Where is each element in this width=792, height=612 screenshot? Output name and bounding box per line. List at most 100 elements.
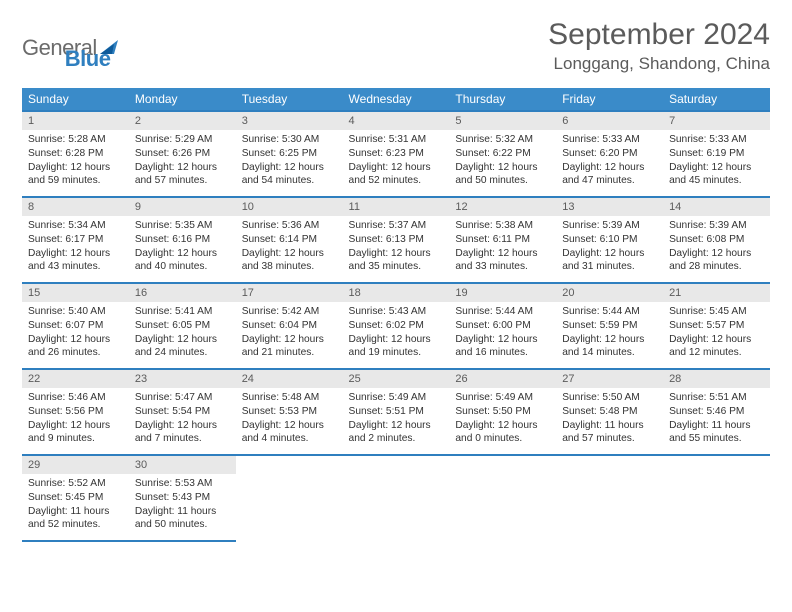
day-number: 3 [236,112,343,130]
sunset-text: Sunset: 5:51 PM [349,405,444,419]
sunset-text: Sunset: 5:57 PM [669,319,764,333]
sunrise-text: Sunrise: 5:50 AM [562,391,657,405]
day-details: Sunrise: 5:38 AMSunset: 6:11 PMDaylight:… [449,216,556,278]
sunrise-text: Sunrise: 5:48 AM [242,391,337,405]
daylight-text: Daylight: 12 hours and 19 minutes. [349,333,444,361]
calendar-day-cell [236,455,343,541]
sunset-text: Sunset: 6:26 PM [135,147,230,161]
calendar-day-cell: 20Sunrise: 5:44 AMSunset: 5:59 PMDayligh… [556,283,663,369]
sunrise-text: Sunrise: 5:51 AM [669,391,764,405]
sunset-text: Sunset: 5:48 PM [562,405,657,419]
day-details: Sunrise: 5:40 AMSunset: 6:07 PMDaylight:… [22,302,129,364]
day-number: 10 [236,198,343,216]
day-details: Sunrise: 5:30 AMSunset: 6:25 PMDaylight:… [236,130,343,192]
daylight-text: Daylight: 12 hours and 43 minutes. [28,247,123,275]
sunset-text: Sunset: 5:54 PM [135,405,230,419]
calendar-day-cell: 18Sunrise: 5:43 AMSunset: 6:02 PMDayligh… [343,283,450,369]
day-number: 27 [556,370,663,388]
sunset-text: Sunset: 6:07 PM [28,319,123,333]
sunset-text: Sunset: 5:59 PM [562,319,657,333]
day-number: 24 [236,370,343,388]
daylight-text: Daylight: 12 hours and 59 minutes. [28,161,123,189]
sunset-text: Sunset: 6:10 PM [562,233,657,247]
calendar-day-cell: 21Sunrise: 5:45 AMSunset: 5:57 PMDayligh… [663,283,770,369]
calendar-day-cell: 6Sunrise: 5:33 AMSunset: 6:20 PMDaylight… [556,111,663,197]
day-number: 11 [343,198,450,216]
calendar-body: 1Sunrise: 5:28 AMSunset: 6:28 PMDaylight… [22,111,770,541]
weekday-header: Monday [129,88,236,111]
calendar-day-cell: 16Sunrise: 5:41 AMSunset: 6:05 PMDayligh… [129,283,236,369]
day-details: Sunrise: 5:37 AMSunset: 6:13 PMDaylight:… [343,216,450,278]
sunset-text: Sunset: 6:02 PM [349,319,444,333]
calendar-week-row: 29Sunrise: 5:52 AMSunset: 5:45 PMDayligh… [22,455,770,541]
day-details: Sunrise: 5:51 AMSunset: 5:46 PMDaylight:… [663,388,770,450]
calendar-day-cell [556,455,663,541]
day-details: Sunrise: 5:49 AMSunset: 5:50 PMDaylight:… [449,388,556,450]
sunrise-text: Sunrise: 5:29 AM [135,133,230,147]
day-number: 19 [449,284,556,302]
daylight-text: Daylight: 12 hours and 54 minutes. [242,161,337,189]
day-number: 5 [449,112,556,130]
day-details: Sunrise: 5:31 AMSunset: 6:23 PMDaylight:… [343,130,450,192]
day-details: Sunrise: 5:36 AMSunset: 6:14 PMDaylight:… [236,216,343,278]
sunset-text: Sunset: 6:14 PM [242,233,337,247]
calendar-day-cell: 22Sunrise: 5:46 AMSunset: 5:56 PMDayligh… [22,369,129,455]
sunrise-text: Sunrise: 5:38 AM [455,219,550,233]
daylight-text: Daylight: 12 hours and 24 minutes. [135,333,230,361]
calendar-day-cell: 10Sunrise: 5:36 AMSunset: 6:14 PMDayligh… [236,197,343,283]
sunrise-text: Sunrise: 5:49 AM [349,391,444,405]
daylight-text: Daylight: 12 hours and 7 minutes. [135,419,230,447]
daylight-text: Daylight: 12 hours and 9 minutes. [28,419,123,447]
daylight-text: Daylight: 12 hours and 28 minutes. [669,247,764,275]
sunset-text: Sunset: 5:50 PM [455,405,550,419]
sunrise-text: Sunrise: 5:36 AM [242,219,337,233]
calendar-week-row: 1Sunrise: 5:28 AMSunset: 6:28 PMDaylight… [22,111,770,197]
sunrise-text: Sunrise: 5:42 AM [242,305,337,319]
day-details: Sunrise: 5:50 AMSunset: 5:48 PMDaylight:… [556,388,663,450]
calendar-day-cell: 24Sunrise: 5:48 AMSunset: 5:53 PMDayligh… [236,369,343,455]
day-number: 6 [556,112,663,130]
calendar-day-cell: 14Sunrise: 5:39 AMSunset: 6:08 PMDayligh… [663,197,770,283]
sunrise-text: Sunrise: 5:41 AM [135,305,230,319]
day-details: Sunrise: 5:53 AMSunset: 5:43 PMDaylight:… [129,474,236,536]
calendar-day-cell: 7Sunrise: 5:33 AMSunset: 6:19 PMDaylight… [663,111,770,197]
sunrise-text: Sunrise: 5:35 AM [135,219,230,233]
day-number: 9 [129,198,236,216]
sunset-text: Sunset: 6:16 PM [135,233,230,247]
daylight-text: Daylight: 12 hours and 38 minutes. [242,247,337,275]
day-number: 7 [663,112,770,130]
day-number: 29 [22,456,129,474]
sunrise-text: Sunrise: 5:52 AM [28,477,123,491]
calendar-day-cell: 15Sunrise: 5:40 AMSunset: 6:07 PMDayligh… [22,283,129,369]
sunset-text: Sunset: 6:08 PM [669,233,764,247]
daylight-text: Daylight: 12 hours and 21 minutes. [242,333,337,361]
weekday-header: Sunday [22,88,129,111]
day-details: Sunrise: 5:48 AMSunset: 5:53 PMDaylight:… [236,388,343,450]
sunrise-text: Sunrise: 5:33 AM [562,133,657,147]
calendar-week-row: 22Sunrise: 5:46 AMSunset: 5:56 PMDayligh… [22,369,770,455]
sunset-text: Sunset: 5:46 PM [669,405,764,419]
day-details: Sunrise: 5:46 AMSunset: 5:56 PMDaylight:… [22,388,129,450]
sunrise-text: Sunrise: 5:33 AM [669,133,764,147]
weekday-header: Tuesday [236,88,343,111]
day-details: Sunrise: 5:33 AMSunset: 6:19 PMDaylight:… [663,130,770,192]
header: General Blue September 2024 Longgang, Sh… [22,18,770,74]
sunset-text: Sunset: 5:53 PM [242,405,337,419]
calendar-day-cell: 11Sunrise: 5:37 AMSunset: 6:13 PMDayligh… [343,197,450,283]
sunrise-text: Sunrise: 5:46 AM [28,391,123,405]
day-number: 30 [129,456,236,474]
daylight-text: Daylight: 12 hours and 40 minutes. [135,247,230,275]
day-number: 12 [449,198,556,216]
calendar-day-cell [663,455,770,541]
calendar-day-cell: 5Sunrise: 5:32 AMSunset: 6:22 PMDaylight… [449,111,556,197]
sunset-text: Sunset: 6:13 PM [349,233,444,247]
daylight-text: Daylight: 12 hours and 31 minutes. [562,247,657,275]
day-number: 18 [343,284,450,302]
day-number: 25 [343,370,450,388]
day-details: Sunrise: 5:43 AMSunset: 6:02 PMDaylight:… [343,302,450,364]
day-details: Sunrise: 5:32 AMSunset: 6:22 PMDaylight:… [449,130,556,192]
sunset-text: Sunset: 6:00 PM [455,319,550,333]
day-number: 17 [236,284,343,302]
brand-name-2: Blue [65,46,111,72]
calendar-day-cell: 12Sunrise: 5:38 AMSunset: 6:11 PMDayligh… [449,197,556,283]
